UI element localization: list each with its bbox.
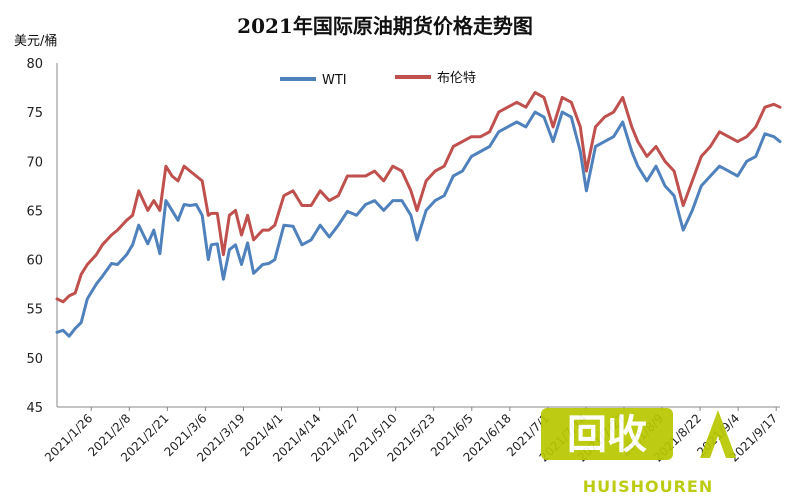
series-lines [55,91,782,338]
y-tick-label: 75 [26,106,43,121]
y-tick-label: 45 [26,401,43,416]
y-axis-unit-label: 美元/桶 [14,34,57,49]
y-tick-label: 55 [26,303,43,318]
watermark-badge [541,408,673,460]
watermark-main-text: 回收 [567,412,647,458]
x-tick-label: 2021/1/26 [42,411,95,464]
y-tick-label: 60 [26,254,43,269]
y-tick-label: 80 [26,57,43,72]
legend: WTI 布伦特 [280,71,476,88]
y-tick-label: 50 [26,352,43,367]
watermark-logo: 回收 HUISHOUREN [541,408,736,496]
axes [56,63,780,408]
y-tick-labels: 45 50 55 60 65 70 75 80 [26,57,43,416]
y-tick-label: 70 [26,155,43,170]
y-tick-label: 65 [26,204,43,219]
series-line-wti [55,110,782,338]
series-line-brent [55,91,782,304]
chart-title: 2021年国际原油期货价格走势图 [237,14,533,38]
watermark-arrow-icon [700,410,736,458]
legend-label-wti: WTI [322,73,347,88]
watermark-sub-text: HUISHOUREN [583,477,713,496]
legend-label-brent: 布伦特 [437,71,476,86]
